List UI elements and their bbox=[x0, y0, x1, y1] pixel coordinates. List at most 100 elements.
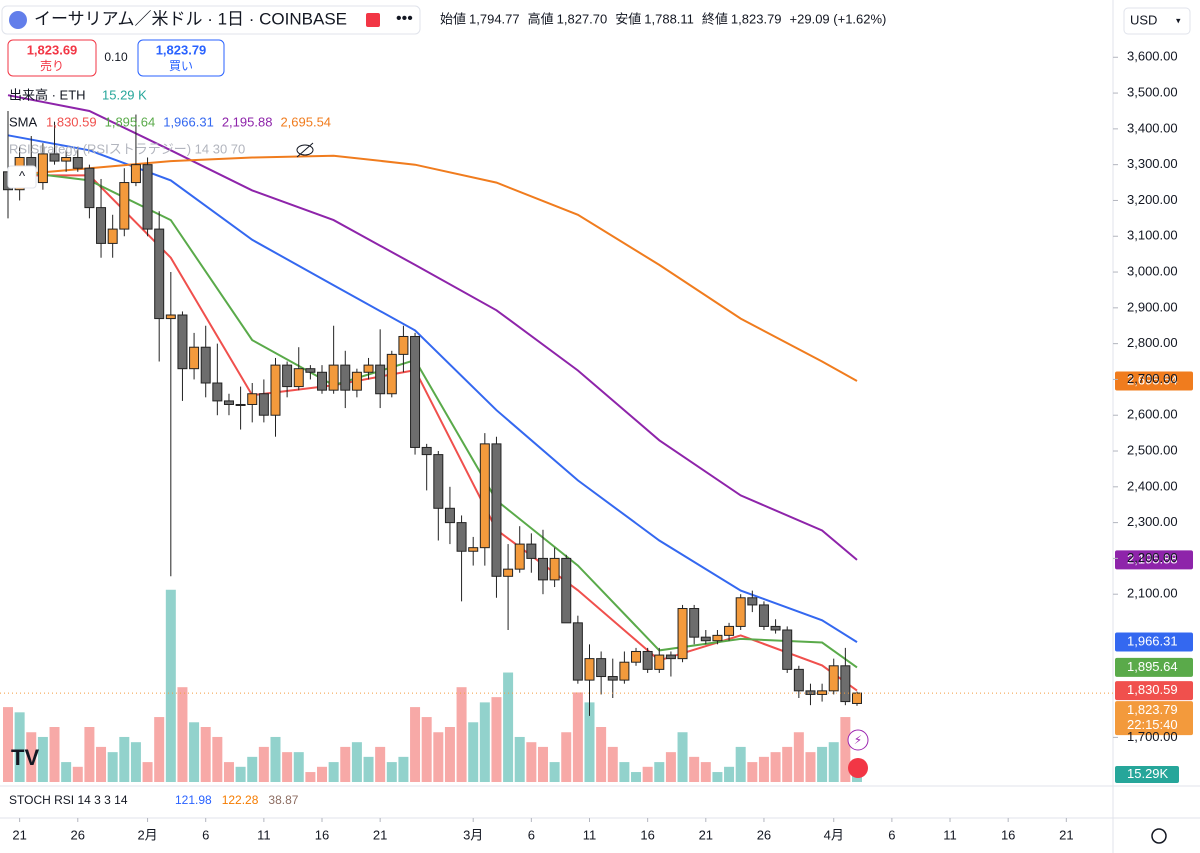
candle-body bbox=[712, 634, 723, 642]
ohlc-value: 1,788.11 bbox=[644, 11, 694, 26]
volume-bar bbox=[851, 773, 862, 782]
volume-bar bbox=[26, 732, 37, 782]
candle-body bbox=[235, 403, 246, 406]
x-tick-label: 3月 bbox=[463, 827, 483, 842]
volume-bar bbox=[49, 727, 60, 782]
candle-body bbox=[700, 636, 711, 642]
volume-bar bbox=[107, 752, 118, 782]
candle-body bbox=[607, 676, 618, 681]
sell-button[interactable] bbox=[7, 39, 97, 77]
sell-label[interactable]: 売り bbox=[40, 58, 64, 73]
price-tag bbox=[1115, 657, 1193, 677]
volume-title: 出来高 · ETH bbox=[9, 87, 86, 102]
buy-label[interactable]: 買い bbox=[169, 59, 193, 73]
volume-bar bbox=[503, 672, 514, 782]
candle-body bbox=[793, 668, 804, 692]
volume-bar bbox=[72, 766, 83, 782]
sma-legend: 1,830.59 1,895.64 1,966.31 2,195.88 2,695.54 bbox=[46, 114, 331, 129]
event-icon[interactable] bbox=[847, 729, 869, 751]
sma-line bbox=[7, 169, 858, 669]
sma-layer bbox=[7, 94, 858, 692]
collapse-caret[interactable]: ^ bbox=[19, 168, 26, 183]
stoch-value: 122.28 bbox=[222, 793, 259, 807]
sma-title: SMA bbox=[9, 114, 38, 129]
volume-bar bbox=[584, 702, 595, 782]
ohlc-name: 終値 bbox=[702, 11, 728, 26]
settings-icon[interactable] bbox=[1151, 828, 1167, 844]
y-tick-label: 3,300.00 bbox=[1127, 156, 1178, 171]
x-tick-label: 4月 bbox=[824, 827, 844, 842]
volume-bar bbox=[270, 736, 281, 782]
volume-bar bbox=[817, 746, 828, 782]
buy-button[interactable] bbox=[137, 39, 225, 77]
collapse-button[interactable] bbox=[7, 165, 37, 189]
symbol-title[interactable]: イーサリアム／米ドル · 1日 · COINBASE bbox=[34, 9, 347, 28]
price-tag-label: 1,966.31 bbox=[1127, 633, 1178, 648]
volume-bar bbox=[421, 717, 432, 782]
spread: 0.10 bbox=[104, 50, 128, 64]
candle-body bbox=[61, 156, 72, 162]
volume-bar bbox=[351, 742, 362, 782]
sma-legend-value: 2,195.88 bbox=[222, 114, 273, 129]
candle-body bbox=[293, 368, 304, 388]
x-tick-label: 6 bbox=[888, 827, 895, 842]
candle-body bbox=[479, 443, 490, 549]
candle-body bbox=[200, 346, 211, 384]
ohlc-name: 安値 bbox=[615, 11, 641, 26]
price-tag bbox=[1115, 371, 1193, 391]
volume-bar bbox=[514, 736, 525, 782]
volume-bar bbox=[433, 732, 444, 782]
candle-body bbox=[619, 661, 630, 681]
y-tick-label: 2,400.00 bbox=[1127, 478, 1178, 493]
volume-bar bbox=[468, 722, 479, 782]
candle-body bbox=[642, 650, 653, 670]
volume-bar bbox=[154, 717, 165, 782]
volume-bar bbox=[317, 766, 328, 782]
candle-body bbox=[37, 153, 48, 184]
economic-icon[interactable] bbox=[848, 758, 868, 778]
change: +29.09 (+1.62%) bbox=[790, 11, 887, 26]
more-button[interactable]: ••• bbox=[396, 10, 413, 27]
y-tick-label: 3,400.00 bbox=[1127, 120, 1178, 135]
candle-body bbox=[735, 597, 746, 627]
candle-body bbox=[96, 207, 107, 244]
sma-line bbox=[7, 94, 858, 561]
volume-bar bbox=[805, 752, 816, 782]
strategy-title: RSIStrategy (RSIストラテジー) 14 30 70 bbox=[9, 141, 245, 156]
buy-price[interactable]: 1,823.79 bbox=[156, 42, 207, 57]
currency[interactable]: USD bbox=[1130, 12, 1157, 27]
candle-body bbox=[491, 443, 502, 577]
y-tick-label: 3,000.00 bbox=[1127, 263, 1178, 278]
x-tick-label: 21 bbox=[699, 827, 713, 842]
volume-bar bbox=[456, 687, 467, 782]
x-tick-label: 16 bbox=[1001, 827, 1015, 842]
currency-box[interactable] bbox=[1123, 7, 1191, 35]
volume-bar bbox=[363, 756, 374, 782]
volume-bar bbox=[84, 727, 95, 782]
volume-bar bbox=[700, 762, 711, 782]
price-tag-label: 22:15:40 bbox=[1127, 717, 1178, 732]
candle-body bbox=[270, 364, 281, 416]
sell-price[interactable]: 1,823.69 bbox=[27, 42, 78, 57]
candle-body bbox=[165, 314, 176, 320]
hidden-eye-icon[interactable] bbox=[296, 142, 314, 158]
price-tag bbox=[1115, 701, 1193, 736]
volume-bar bbox=[724, 766, 735, 782]
tv-logo[interactable]: TV bbox=[11, 745, 39, 770]
candle-body bbox=[503, 568, 514, 577]
volume-bar bbox=[549, 762, 560, 782]
candle-body bbox=[351, 371, 362, 391]
symbol-box[interactable] bbox=[1, 5, 421, 35]
candle-body bbox=[119, 182, 130, 230]
flag-icon[interactable] bbox=[366, 13, 380, 27]
candle-body bbox=[724, 625, 735, 636]
price-tag-label: 1,895.64 bbox=[1127, 659, 1178, 674]
volume-bar bbox=[340, 746, 351, 782]
volume-bar bbox=[3, 707, 13, 782]
y-tick-label: 2,200.00 bbox=[1127, 550, 1178, 565]
volume-bar bbox=[61, 762, 72, 782]
ohlc-value: 1,794.77 bbox=[469, 11, 520, 26]
x-tick-label: 26 bbox=[71, 827, 85, 842]
